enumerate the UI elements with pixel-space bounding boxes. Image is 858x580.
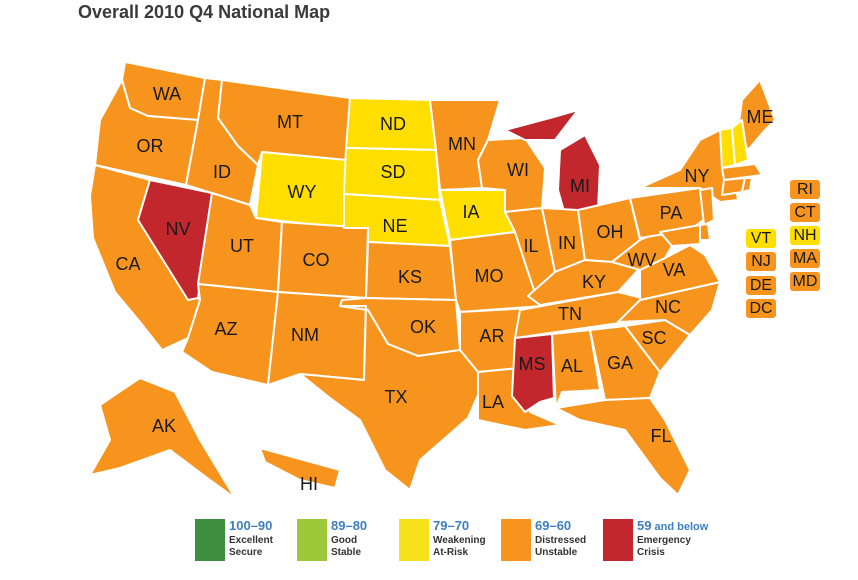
state-label-fl: FL <box>650 426 671 446</box>
state-label-ky: KY <box>582 272 606 292</box>
state-nh[interactable] <box>731 119 749 166</box>
chip-md[interactable]: MD <box>790 272 820 291</box>
state-al[interactable] <box>551 329 601 409</box>
chip-ma[interactable]: MA <box>790 249 820 268</box>
state-label-nc: NC <box>655 297 681 317</box>
state-label-mi: MI <box>570 176 590 196</box>
state-label-mt: MT <box>277 112 303 132</box>
legend-range: 59 and below <box>637 518 709 533</box>
legend-swatch <box>195 519 225 561</box>
legend-swatch <box>501 519 531 561</box>
legend-range: 89–80 <box>331 518 368 533</box>
state-label-il: IL <box>523 236 538 256</box>
state-label-ok: OK <box>410 317 436 337</box>
legend-line2: Secure <box>229 547 263 558</box>
state-label-mn: MN <box>448 134 476 154</box>
state-label-ia: IA <box>462 202 479 222</box>
state-hi[interactable] <box>259 447 341 489</box>
state-label-ar: AR <box>479 326 504 346</box>
state-label-az: AZ <box>214 319 237 339</box>
chip-ri[interactable]: RI <box>790 180 820 199</box>
chip-ct[interactable]: CT <box>790 203 820 222</box>
state-ak[interactable] <box>89 377 236 499</box>
state-fl[interactable] <box>555 397 691 496</box>
state-label-oh: OH <box>597 222 624 242</box>
state-label-tx: TX <box>384 387 407 407</box>
state-label-me: ME <box>747 107 774 127</box>
chip-nh[interactable]: NH <box>790 226 820 245</box>
chip-de[interactable]: DE <box>746 276 776 295</box>
state-label-co: CO <box>303 250 330 270</box>
state-label-nv: NV <box>165 219 190 239</box>
legend-swatch <box>399 519 429 561</box>
legend-line1: Weakening <box>433 535 486 546</box>
legend-swatch <box>603 519 633 561</box>
state-label-hi: HI <box>300 474 318 494</box>
state-label-ak: AK <box>152 416 176 436</box>
state-de[interactable] <box>699 223 711 241</box>
chip-nj[interactable]: NJ <box>746 252 776 271</box>
legend-line1: Good <box>331 535 358 546</box>
state-label-sd: SD <box>380 162 405 182</box>
state-label-ks: KS <box>398 267 422 287</box>
state-label-tn: TN <box>558 304 582 324</box>
state-mi-upper[interactable] <box>504 109 579 141</box>
legend-line2: Unstable <box>535 547 578 558</box>
state-label-wv: WV <box>628 250 657 270</box>
state-label-wy: WY <box>288 182 317 202</box>
state-label-pa: PA <box>660 203 683 223</box>
state-label-ut: UT <box>230 236 254 256</box>
chip-dc[interactable]: DC <box>746 299 776 318</box>
state-label-in: IN <box>558 233 576 253</box>
state-label-nd: ND <box>380 114 406 134</box>
state-ma[interactable] <box>721 163 763 181</box>
legend-range: 100–90 <box>229 518 273 533</box>
state-label-id: ID <box>213 162 231 182</box>
legend-line1: Distressed <box>535 535 587 546</box>
legend-line2: At-Risk <box>433 547 469 558</box>
map-title: Overall 2010 Q4 National Map <box>78 2 331 22</box>
legend-range: 69–60 <box>535 518 572 533</box>
state-label-or: OR <box>137 136 164 156</box>
legend-line2: Stable <box>331 547 362 558</box>
legend-range: 79–70 <box>433 518 470 533</box>
state-label-ne: NE <box>382 216 407 236</box>
state-label-ga: GA <box>607 353 633 373</box>
legend-line1: Emergency <box>637 535 691 546</box>
state-label-wi: WI <box>507 160 529 180</box>
state-ga[interactable] <box>589 325 661 401</box>
state-label-ny: NY <box>684 166 709 186</box>
legend-swatch <box>297 519 327 561</box>
state-label-ms: MS <box>519 354 546 374</box>
state-label-nm: NM <box>291 325 319 345</box>
legend-line2: Crisis <box>637 547 665 558</box>
state-label-va: VA <box>663 260 686 280</box>
state-label-sc: SC <box>641 328 666 348</box>
state-label-al: AL <box>561 356 583 376</box>
state-tx[interactable] <box>299 305 479 491</box>
state-md[interactable] <box>659 224 701 247</box>
legend-line1: Excellent <box>229 535 273 546</box>
state-mi[interactable] <box>557 134 601 216</box>
state-ri[interactable] <box>741 177 753 193</box>
chip-vt[interactable]: VT <box>746 229 776 248</box>
state-pa[interactable] <box>629 187 711 239</box>
state-nj[interactable] <box>699 187 715 226</box>
state-label-ca: CA <box>115 254 140 274</box>
state-label-wa: WA <box>153 84 181 104</box>
state-label-mo: MO <box>475 266 504 286</box>
state-label-la: LA <box>482 392 504 412</box>
